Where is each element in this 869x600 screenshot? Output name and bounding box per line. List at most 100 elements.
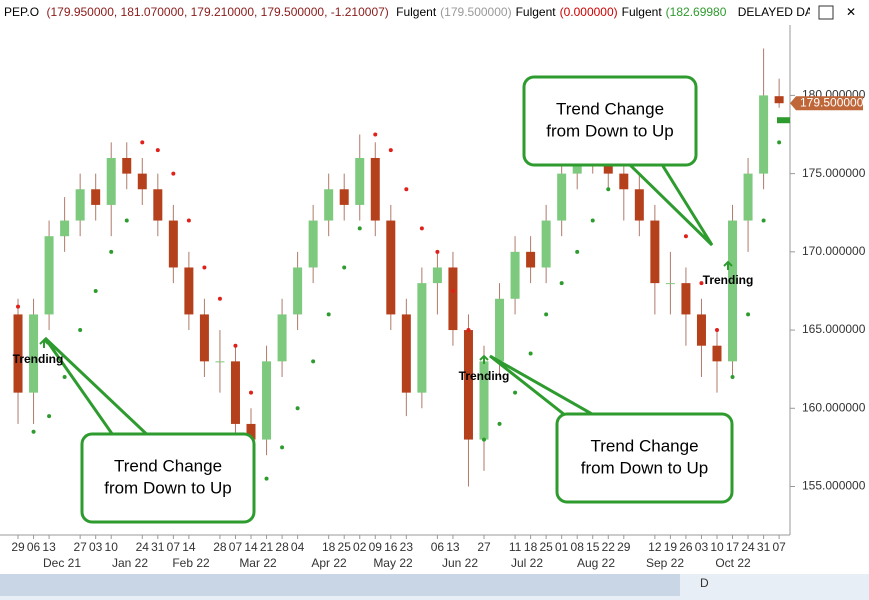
candle-body <box>184 267 194 315</box>
sar-dot <box>388 148 393 153</box>
x-tick-label: 17 <box>726 540 740 554</box>
month-label: Feb 22 <box>172 556 210 570</box>
sar-dot <box>186 218 191 223</box>
sar-dot <box>497 421 502 426</box>
trend-label: Trending <box>13 352 64 366</box>
x-tick-label: 16 <box>384 540 398 554</box>
sar-dot <box>590 218 595 223</box>
x-tick-label: 24 <box>136 540 150 554</box>
trend-label: Trending <box>459 369 510 383</box>
sar-dot <box>513 390 518 395</box>
candle-body <box>324 189 334 221</box>
x-tick-label: 13 <box>42 540 56 554</box>
x-tick-label: 04 <box>291 540 305 554</box>
header: PEP.O (179.950000, 181.070000, 179.21000… <box>0 0 810 25</box>
x-tick-label: 11 <box>509 540 522 554</box>
candle-body <box>106 157 116 205</box>
maximize-button[interactable] <box>818 5 834 20</box>
ohlc: (179.950000, 181.070000, 179.210000, 179… <box>46 5 389 19</box>
x-tick-label: 07 <box>229 540 243 554</box>
month-label: Jan 22 <box>112 556 148 570</box>
candle-body <box>370 157 380 221</box>
indicator-name: Fulgent <box>396 5 437 19</box>
candle-body <box>712 345 722 362</box>
x-tick-label: 13 <box>446 540 460 554</box>
x-tick-label: 19 <box>664 540 678 554</box>
sar-dot <box>435 249 440 254</box>
x-tick-label: 12 <box>648 540 662 554</box>
month-label: May 22 <box>373 556 413 570</box>
x-tick-label: 27 <box>73 540 87 554</box>
month-label: Jun 22 <box>442 556 478 570</box>
candle-body <box>293 267 303 315</box>
candle-body <box>122 157 132 174</box>
sar-dot <box>746 312 751 317</box>
candle-body <box>432 267 442 284</box>
candle-body <box>495 298 505 362</box>
sar-dot <box>124 218 129 223</box>
callout-text: from Down to Up <box>581 458 709 477</box>
close-button[interactable]: ✕ <box>846 5 856 19</box>
candle-body <box>91 189 101 205</box>
x-tick-label: 03 <box>89 540 103 554</box>
indicator-value: (182.69980 <box>665 5 727 19</box>
candle-body <box>541 220 551 268</box>
sar-dot <box>93 288 98 293</box>
candle-body <box>153 189 163 221</box>
candle-body <box>619 173 629 190</box>
month-label: Oct 22 <box>715 556 751 570</box>
x-tick-label: 14 <box>182 540 196 554</box>
indicator-name: Fulgent <box>515 5 556 19</box>
callout-text: Trend Change <box>556 99 664 118</box>
callout-cover <box>84 436 252 520</box>
y-tick-label: 170.000000 <box>802 244 866 258</box>
sar-dot <box>559 281 564 286</box>
candle-body <box>696 314 706 346</box>
x-tick-label: 07 <box>167 540 181 554</box>
candle-body <box>29 314 39 393</box>
month-label: Jul 22 <box>511 556 543 570</box>
x-tick-label: 10 <box>710 540 724 554</box>
month-label: Dec 21 <box>43 556 81 570</box>
x-tick-label: 07 <box>772 540 786 554</box>
callout-text: Trend Change <box>590 436 698 455</box>
sar-dot <box>482 437 487 442</box>
period-button[interactable]: D <box>700 576 709 590</box>
sar-dot <box>342 265 347 270</box>
y-tick-label: 165.000000 <box>802 322 866 336</box>
candle-body <box>137 173 147 190</box>
x-tick-label: 14 <box>244 540 258 554</box>
candle-body <box>230 361 240 424</box>
candle-body <box>262 361 272 440</box>
candle-body <box>386 220 396 315</box>
candle-body <box>681 283 691 315</box>
sar-dot <box>606 187 611 192</box>
callout-text: Trend Change <box>114 456 222 475</box>
sar-dot <box>404 187 409 192</box>
candle-body <box>215 361 225 363</box>
candle-body <box>308 220 318 268</box>
sar-dot <box>357 226 362 231</box>
candle-body <box>401 314 411 393</box>
sar-dot <box>295 406 300 411</box>
x-tick-label: 31 <box>757 540 771 554</box>
x-tick-label: 22 <box>602 540 616 554</box>
candle-body <box>510 251 520 299</box>
candle-body <box>728 220 738 362</box>
sar-dot <box>699 281 704 286</box>
candle-body <box>199 314 209 362</box>
y-tick-label: 155.000000 <box>802 479 866 493</box>
sar-dot <box>202 265 207 270</box>
sar-dot <box>155 148 160 153</box>
trend-label: Trending <box>703 273 754 287</box>
navigator-range[interactable] <box>0 574 680 596</box>
sar-dot <box>373 132 378 137</box>
callout-cover <box>559 416 730 500</box>
callout-text: from Down to Up <box>104 478 232 497</box>
sar-dot <box>450 288 455 293</box>
last-price-tag <box>790 96 863 111</box>
candle-body <box>339 189 349 205</box>
indicator-value: (0.000000) <box>559 5 618 19</box>
candle-body <box>650 220 660 284</box>
